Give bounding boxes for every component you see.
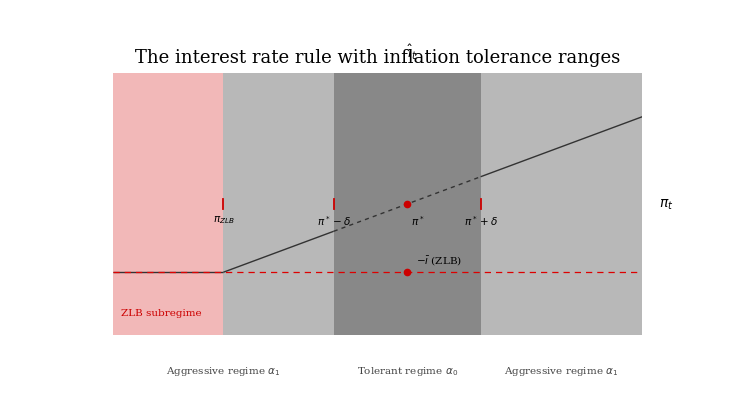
Bar (334, 74, 480, 335)
Text: $\pi^*+\delta$: $\pi^*+\delta$ (464, 214, 498, 228)
Text: $\pi_t$: $\pi_t$ (658, 197, 673, 212)
Text: Tolerant regime $\alpha_0$: Tolerant regime $\alpha_0$ (356, 364, 458, 377)
Title: The interest rate rule with inflation tolerance ranges: The interest rate rule with inflation to… (135, 49, 620, 67)
Bar (113, 74, 223, 335)
Text: $\hat{\imath}_t$: $\hat{\imath}_t$ (407, 43, 418, 62)
Text: $\pi^*$: $\pi^*$ (411, 214, 424, 228)
Text: Aggressive regime $\alpha_1$: Aggressive regime $\alpha_1$ (504, 364, 619, 377)
Text: Aggressive regime $\alpha_1$: Aggressive regime $\alpha_1$ (166, 364, 280, 377)
Bar (223, 74, 334, 335)
Bar (480, 74, 642, 335)
Text: $\pi^*-\delta$: $\pi^*-\delta$ (317, 214, 350, 228)
Text: ZLB subregime: ZLB subregime (120, 308, 201, 317)
Text: $\pi_{ZLB}$: $\pi_{ZLB}$ (212, 214, 234, 226)
Text: $-\bar{\imath}$ (ZLB): $-\bar{\imath}$ (ZLB) (416, 254, 462, 267)
